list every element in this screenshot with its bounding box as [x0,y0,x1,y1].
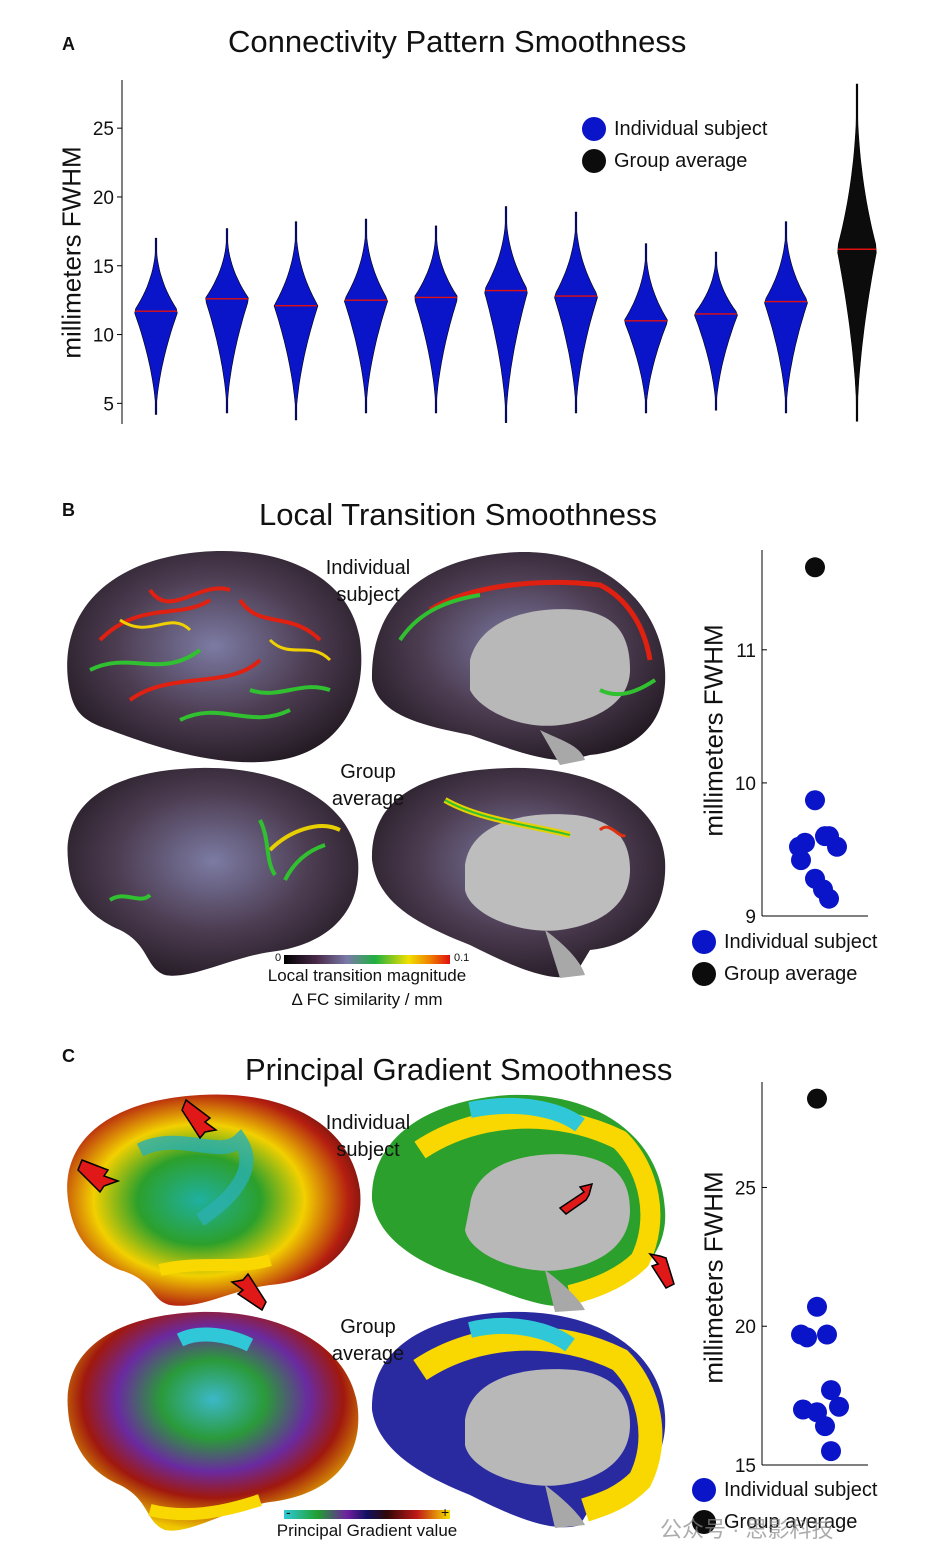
panel-b-y-tick-label-10: 10 [735,774,756,795]
violin-chart: 5 10 15 20 25 [93,80,877,424]
panel-c-legend-label-individual: Individual subject [724,1478,878,1501]
individual-violin-3 [273,221,319,421]
y-tick-label-5: 5 [103,394,114,415]
panel-b-point-individual-1 [805,790,825,811]
group-violin-1 [837,83,877,422]
panel-c-legend-marker-individual [692,1478,716,1502]
brain-b-individual-medial [371,551,666,765]
legend-marker-group [582,149,606,173]
individual-violin-4 [344,218,388,414]
label-line-4: Group average [331,1316,405,1365]
brain-b-group-lateral [67,767,359,976]
panel-b-point-individual-7 [791,850,811,871]
panel-c-legend-group: Group average [692,1510,877,1534]
individual-violin-2 [205,228,249,414]
watermark: 公众号 · 思影科技 [660,1517,834,1542]
label-line-3: Individual subject [325,1112,411,1161]
arrow-medial-b [648,1252,675,1289]
panel-b-legend: Individual subject Group average [692,930,877,986]
brain-b-individual-lateral [67,551,362,763]
panel-b-point-individual-6 [827,836,847,857]
arrow-medial-a [558,1182,594,1215]
label-line-1: Individual subject [325,557,411,606]
panel-c-point-individual-5 [821,1380,841,1401]
panel-c-y-tick-label-20: 20 [735,1317,756,1338]
panel-c-point-individual-3 [817,1324,837,1345]
y-tick-label-20: 20 [93,188,114,209]
individual-violin-9 [694,251,738,411]
panel-c-point-individual-4 [791,1324,811,1345]
individual-violin-6 [484,206,528,423]
panel-b-y-tick-label-9: 9 [745,907,756,928]
panel-c-point-group [807,1088,827,1109]
panel-c-colorbar-max: + [441,1504,450,1520]
panel-b-point-individual-10 [819,888,839,909]
brain-b-group-medial [371,767,666,978]
panel-c-point-individual-1 [807,1296,827,1317]
panel-b-legend-marker-individual [692,930,716,954]
panel-c-colorbar [284,1510,450,1519]
panel-c-legend: Individual subject Group average [692,1478,877,1534]
panel-b-y-tick-label-11: 11 [736,641,756,662]
panel-c-colorbar-label: Principal Gradient value [276,1521,458,1540]
panel-letter-a: A [62,34,75,54]
panel-letter-b: B [62,500,75,520]
panel-letter-c: C [62,1046,75,1066]
y-tick-label-15: 15 [93,257,114,278]
panel-b-colorbar-min: 0 [275,952,282,964]
label-line-2: Group average [331,761,405,810]
legend-item-individual: Individual subject [582,117,767,141]
panel-c-legend-marker-group [692,1510,716,1534]
panel-b-legend-label-individual: Individual subject [724,930,878,953]
panel-c-point-individual-9 [815,1416,835,1437]
individual-violin-7 [554,211,598,414]
legend-marker-individual [582,117,606,141]
panel-c-y-tick-label-25: 25 [735,1178,756,1199]
brain-c-individual-lateral [67,1094,361,1306]
panel-b-legend-individual: Individual subject [692,930,877,954]
arrow-temporal [230,1272,267,1312]
brain-c-individual-medial [371,1094,666,1312]
panel-b-colorbar-max: 0.1 [454,952,470,964]
panel-b-colorbar [284,955,450,964]
individual-violin-1 [134,237,178,415]
panel-c-label-group: Group average [308,1314,428,1368]
y-tick-label-10: 10 [93,326,114,347]
brain-c-group-medial [371,1311,666,1528]
arrow-frontal [77,1159,121,1194]
panel-a-legend: Individual subject Group average [582,117,767,173]
panel-b-colorbar-units: Δ FC similarity / mm [291,990,443,1009]
individual-violin-5 [414,225,458,414]
panel-c-label-individual: Individual subject [308,1110,428,1164]
panel-c-y-tick-label-15: 15 [735,1456,756,1477]
panel-c-legend-individual: Individual subject [692,1478,877,1502]
panel-c-point-individual-6 [829,1396,849,1417]
panel-c-point-individual-10 [821,1441,841,1462]
legend-label-individual: Individual subject [614,117,768,140]
panel-b-legend-marker-group [692,962,716,986]
panel-a-title: Connectivity Pattern Smoothness [228,24,687,59]
arrow-superior [181,1098,218,1140]
panel-b-legend-label-group: Group average [724,962,858,985]
individual-violin-10 [764,221,808,414]
panel-c-legend-label-group: Group average [724,1510,858,1533]
legend-item-group: Group average [582,149,767,173]
brain-c-group-lateral [67,1311,359,1531]
y-tick-label-25: 25 [93,119,114,140]
panel-b-title: Local Transition Smoothness [259,497,658,532]
legend-label-group: Group average [614,149,748,172]
panel-b-legend-group: Group average [692,962,877,986]
panel-b-colorbar-label: Local transition magnitude [267,966,467,985]
panel-c-colorbar-min: - [286,1504,291,1520]
panel-c-title: Principal Gradient Smoothness [245,1052,673,1087]
panel-b-point-group [805,557,825,578]
panel-b-label-individual: Individual subject [308,555,428,609]
panel-b-label-group: Group average [308,759,428,813]
annotation-arrows [77,1098,675,1312]
individual-violin-8 [624,243,668,414]
